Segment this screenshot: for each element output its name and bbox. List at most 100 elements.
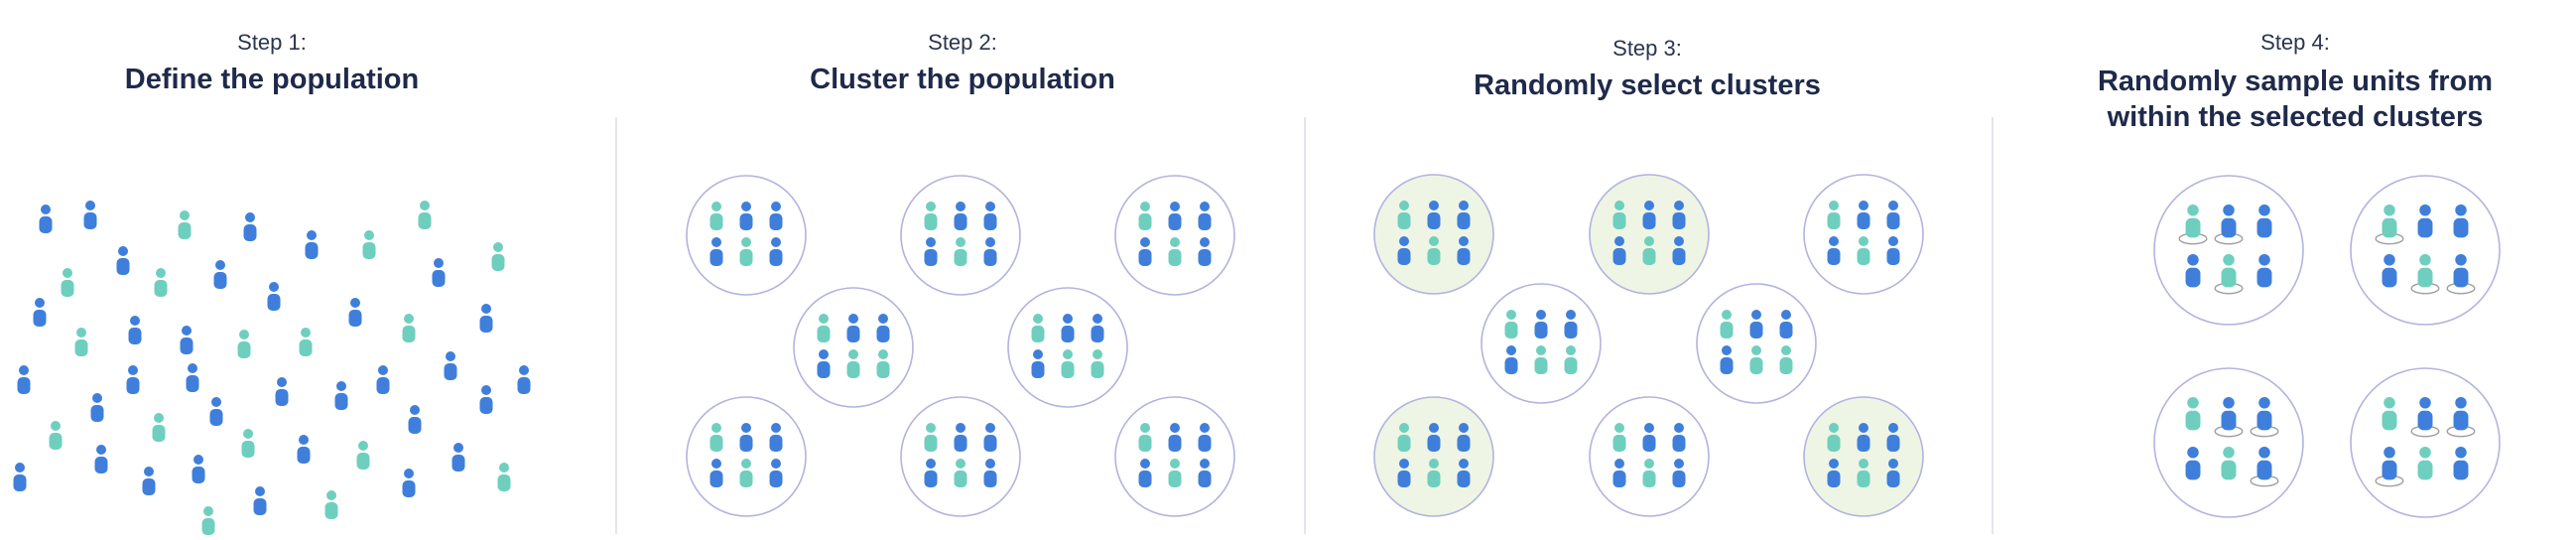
- cluster-circle: [1589, 396, 1710, 517]
- step-3-title: Randomly select clusters: [1340, 68, 1955, 103]
- person-icon: [1720, 345, 1734, 374]
- person-icon: [709, 202, 723, 230]
- cluster: [900, 396, 1021, 517]
- cluster-circle: [1373, 396, 1494, 517]
- cluster: [1007, 287, 1128, 408]
- person-icon: [74, 328, 88, 356]
- person-icon: [13, 463, 27, 491]
- cluster-circle: [793, 287, 914, 408]
- person-icon: [2185, 204, 2201, 238]
- person-icon: [1749, 345, 1763, 374]
- cluster-circle: [2350, 367, 2501, 518]
- cluster-circle: [1803, 396, 1924, 517]
- step-1-label: Step 1:: [237, 30, 307, 55]
- person-icon: [924, 202, 938, 230]
- person-icon: [2453, 397, 2469, 431]
- person-icon: [1672, 236, 1686, 265]
- person-icon: [2382, 447, 2397, 480]
- cluster-circle: [2350, 175, 2501, 326]
- person-icon: [1672, 459, 1686, 487]
- person-icon: [769, 459, 783, 487]
- step-1-panel: Step 1: Define the population: [0, 0, 544, 540]
- person-icon: [709, 423, 723, 452]
- person-icon: [186, 363, 199, 392]
- person-icon: [876, 349, 890, 378]
- divider: [615, 117, 617, 534]
- person-icon: [924, 459, 938, 487]
- person-icon: [237, 330, 251, 358]
- step-3-label: Step 3:: [1612, 36, 1682, 61]
- person-icon: [1397, 236, 1411, 265]
- person-icon: [846, 314, 860, 342]
- person-icon: [356, 441, 370, 470]
- person-icon: [1504, 310, 1518, 338]
- person-icon: [1031, 314, 1045, 342]
- person-icon: [2221, 397, 2237, 431]
- person-icon: [402, 469, 416, 497]
- step-2-panel: Step 2: Cluster the population: [655, 0, 1270, 540]
- person-icon: [1642, 201, 1656, 229]
- cluster: [793, 287, 914, 408]
- person-icon: [126, 365, 140, 394]
- divider: [1304, 117, 1306, 534]
- cluster-circle: [1114, 396, 1235, 517]
- person-icon: [2453, 204, 2469, 238]
- person-icon: [983, 237, 997, 266]
- cluster-circle: [2153, 175, 2304, 326]
- person-icon: [2382, 204, 2397, 238]
- step-4-title: Randomly sample units from within the se…: [2014, 64, 2576, 135]
- person-icon: [418, 201, 432, 229]
- cluster-circle: [1481, 283, 1602, 404]
- person-icon: [1642, 459, 1656, 487]
- person-icon: [954, 202, 967, 230]
- person-icon: [1612, 459, 1626, 487]
- person-icon: [769, 423, 783, 452]
- cluster-circle: [686, 175, 807, 296]
- person-icon: [1886, 423, 1900, 452]
- selected-cluster: [1373, 396, 1494, 517]
- person-icon: [1827, 236, 1841, 265]
- person-icon: [142, 467, 156, 495]
- person-icon: [1198, 423, 1212, 452]
- sampled-cluster: [2153, 367, 2304, 518]
- person-icon: [497, 463, 511, 491]
- cluster-circle: [1803, 174, 1924, 295]
- step-2-title-line: Cluster the population: [810, 64, 1115, 95]
- person-icon: [1168, 459, 1182, 487]
- person-icon: [376, 365, 390, 394]
- person-icon: [479, 304, 493, 333]
- person-icon: [1091, 314, 1104, 342]
- person-icon: [1138, 423, 1152, 452]
- person-icon: [61, 268, 74, 297]
- selected-cluster: [1803, 396, 1924, 517]
- person-icon: [1749, 310, 1763, 338]
- cluster: [686, 175, 807, 296]
- person-icon: [1168, 423, 1182, 452]
- person-icon: [201, 506, 215, 535]
- person-icon: [1564, 310, 1578, 338]
- person-icon: [954, 237, 967, 266]
- person-icon: [348, 298, 362, 327]
- person-icon: [1168, 237, 1182, 266]
- person-icon: [2417, 397, 2433, 431]
- person-icon: [178, 210, 192, 239]
- person-icon: [479, 385, 493, 414]
- person-icon: [297, 435, 311, 464]
- cluster-circle: [1114, 175, 1235, 296]
- person-icon: [1427, 201, 1441, 229]
- cluster: [686, 396, 807, 517]
- person-icon: [33, 298, 47, 327]
- person-icon: [1031, 349, 1045, 378]
- person-icon: [1457, 459, 1471, 487]
- person-icon: [739, 237, 753, 266]
- person-icon: [924, 237, 938, 266]
- person-icon: [2417, 204, 2433, 238]
- sampled-cluster: [2350, 367, 2501, 518]
- person-icon: [94, 445, 108, 473]
- person-icon: [17, 365, 31, 394]
- person-icon: [1397, 459, 1411, 487]
- person-icon: [209, 397, 223, 426]
- person-icon: [1168, 202, 1182, 230]
